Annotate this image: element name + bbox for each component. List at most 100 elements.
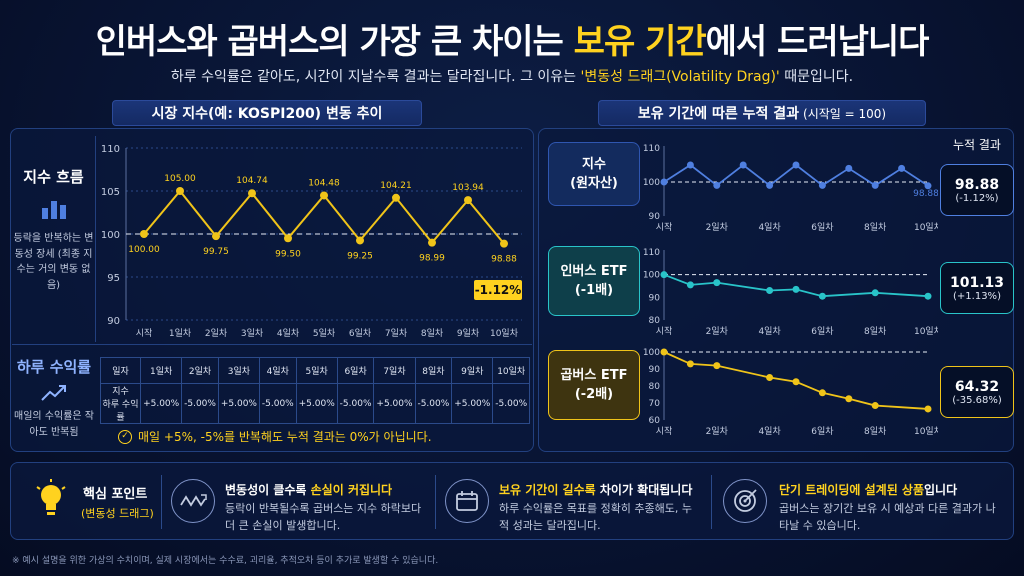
result-index-pct: (-1.12%) (955, 192, 999, 204)
x-tick-label: 10일차 (914, 221, 938, 233)
data-point (660, 178, 668, 186)
data-point (766, 374, 774, 381)
point-2-heading-b: 차이가 확대됩니다 (595, 483, 693, 497)
result-index: 98.88 (-1.12%) (940, 164, 1014, 216)
return-cell: +5.00% (295, 383, 338, 424)
data-point (500, 239, 508, 248)
inverse-mini-chart: 80 90 100 110 시작 2일차 4일차 6일차 8일차 10일차 (643, 248, 938, 337)
day-cell: 7일차 (373, 357, 416, 384)
day-cell: 4일차 (259, 357, 297, 384)
result-inverse: 101.13 (+1.13%) (940, 262, 1014, 314)
data-point (845, 164, 853, 172)
left-section-heading: 시장 지수(예: KOSPI200) 변동 추이 (112, 100, 422, 126)
day-cell: 9일차 (451, 357, 494, 384)
data-point (428, 238, 436, 247)
end-label: 98.88 (913, 189, 938, 199)
data-point (176, 187, 184, 195)
title-text: 인버스와 곱버스의 가장 큰 차이는 (95, 22, 574, 62)
data-point (924, 292, 932, 300)
data-point (818, 292, 826, 300)
data-label: 105.00 (164, 174, 196, 184)
y-tick-label: 90 (649, 293, 661, 303)
point-2-heading: 보유 기간이 길수록 차이가 확대됩니다 (499, 481, 699, 499)
data-point (713, 362, 721, 370)
data-point (660, 348, 668, 356)
daily-return-box: 하루 수익률 매일의 수익률은 작아도 반복됨 (12, 350, 96, 440)
daily-returns-table: 일자 1일차 2일차 3일차 4일차 5일차 6일차 7일차 8일차 9일차 10일차 지수 하루 수… (100, 357, 530, 424)
days-row: 일자 1일차 2일차 3일차 4일차 5일차 6일차 7일차 8일차 9일차 10일차 (100, 357, 530, 384)
data-point (464, 196, 472, 205)
y-tick-label: 100 (643, 178, 660, 188)
data-point (686, 161, 694, 169)
x-tick-label: 6일차 (811, 425, 834, 437)
label-inverse-b: (-1배) (574, 283, 614, 298)
data-point (792, 378, 800, 386)
point-3: 단기 트레이딩에 설계된 상품입니다 곱버스는 장기간 보유 시 예상과 다른 … (779, 481, 999, 534)
index-flow-box: 지수 흐름 등락을 반복하는 변동성 장세 (최종 지수는 거의 변동 없음) (12, 136, 96, 342)
left-heading-text: 시장 지수(예: KOSPI200) 변동 추이 (151, 106, 383, 122)
index-line-chart: 90 95 100 105 110 100.00 시작 105.00 1일차 99.75 2일차 10… (101, 144, 522, 339)
note: ✓ 매일 +5%, -5%를 반복해도 누적 결과는 0%가 아닙니다. (118, 428, 432, 445)
point-1-desc: 등락이 반복될수록 곱버스는 지수 하락보다 더 큰 손실이 발생합니다. (225, 502, 422, 532)
title-highlight: 보유 기간 (573, 22, 707, 62)
returns-row: 지수 하루 수익률 +5.00% -5.00% +5.00% -5.00% +5.00% -5… (100, 383, 530, 424)
data-point (284, 234, 292, 243)
key-points-panel: 핵심 포인트 (변동성 드래그) 변동성이 클수록 손실이 커집니다 등락이 반… (10, 462, 1014, 540)
lightbulb-icon (36, 479, 66, 515)
label-gob-b: (-2배) (574, 387, 614, 402)
x-tick-label: 8일차 (864, 425, 887, 437)
x-tick-label: 2일차 (706, 425, 729, 437)
title-text-end: 에서 드러납니다 (705, 22, 930, 62)
page-subtitle: 하루 수익률은 같아도, 시간이 지날수록 결과는 달라집니다. 그 이유는 '… (0, 66, 1024, 86)
y-tick-label: 90 (649, 365, 661, 375)
data-point (739, 161, 747, 169)
day-cell: 5일차 (295, 357, 338, 384)
y-tick-label: 80 (649, 382, 661, 392)
note-text: 매일 +5%, -5%를 반복해도 누적 결과는 0%가 아닙니다. (138, 430, 432, 444)
x-tick-label: 8일차 (864, 325, 887, 337)
divider-2 (435, 475, 436, 529)
point-1-heading-a: 변동성이 클수록 (225, 483, 311, 497)
y-tick-label: 95 (107, 273, 120, 284)
result-header: 누적 결과 (953, 138, 1001, 152)
subtitle-text-end: 때문입니다. (779, 69, 854, 85)
y-tick-label: 110 (643, 248, 660, 258)
point-2-desc: 하루 수익률은 목표를 정확히 추종해도, 누적 성과는 달라집니다. (499, 502, 693, 532)
point-1-heading: 변동성이 클수록 손실이 커집니다 (225, 481, 425, 499)
x-tick-label: 5일차 (313, 327, 336, 339)
return-cell: -5.00% (181, 383, 219, 424)
y-tick-label: 110 (643, 144, 660, 154)
result-gob: 64.32 (-35.68%) (940, 366, 1014, 418)
check-circle-icon: ✓ (118, 429, 132, 444)
point-3-heading-hl: 단기 트레이딩에 설계된 상품 (779, 483, 925, 497)
x-tick-label: 6일차 (811, 325, 834, 337)
x-tick-label: 10일차 (490, 327, 519, 339)
final-change-badge: -1.12% (474, 280, 522, 300)
data-point (766, 181, 774, 189)
data-point (871, 181, 879, 189)
data-point (686, 281, 694, 289)
index-mini-chart: 90 100 110 시작 2일차 4일차 6일차 8일차 10일차 98.88 (643, 144, 938, 233)
data-point (871, 289, 879, 297)
return-cell: -5.00% (492, 383, 530, 424)
data-point (320, 191, 328, 200)
data-point (792, 285, 800, 293)
x-tick-label: 6일차 (811, 221, 834, 233)
daily-return-title: 하루 수익률 (16, 358, 92, 376)
calendar-icon (445, 479, 489, 523)
return-cell: -5.00% (414, 383, 453, 424)
subtitle-highlight: '변동성 드래그(Volatility Drag)' (580, 69, 780, 85)
data-point (140, 230, 148, 238)
return-cell: -5.00% (336, 383, 375, 424)
data-point (212, 232, 220, 241)
returns-row-header: 지수 하루 수익률 (100, 383, 141, 424)
x-tick-label: 9일차 (457, 327, 480, 339)
label-inverse-a: 인버스 ETF (560, 263, 628, 279)
x-tick-label: 8일차 (421, 327, 444, 339)
x-tick-label: 4일차 (277, 327, 300, 339)
data-point (713, 279, 721, 287)
label-index-b: (원자산) (570, 176, 618, 191)
index-flow-desc: 등락을 반복하는 변동성 장세 (최종 지수는 거의 변동 없음) (13, 233, 94, 291)
data-label: 104.21 (380, 181, 412, 191)
data-point (686, 360, 694, 368)
